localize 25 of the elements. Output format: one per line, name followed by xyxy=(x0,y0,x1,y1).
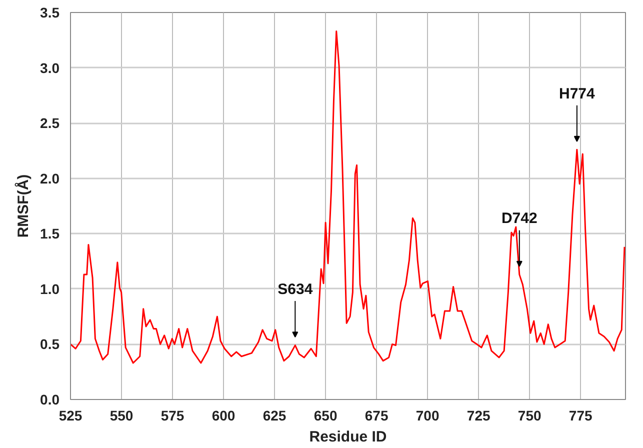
y-tick-label: 1.0 xyxy=(40,280,60,297)
y-tick-label: 0.0 xyxy=(40,392,60,408)
x-tick-label: 750 xyxy=(518,408,542,424)
x-tick-label: 725 xyxy=(466,408,490,424)
x-tick-label: 600 xyxy=(212,408,236,424)
annotation: D742 xyxy=(501,210,538,228)
y-tick-label: 2.5 xyxy=(40,115,60,132)
line-series xyxy=(70,30,626,364)
x-tick-label: 700 xyxy=(416,408,440,424)
annotation: H774 xyxy=(559,85,596,102)
annotation: S634 xyxy=(278,280,314,298)
y-tick-label: 2.0 xyxy=(40,170,60,186)
y-tick-label: 3.0 xyxy=(40,60,60,76)
x-axis-title: Residue ID xyxy=(309,428,387,446)
x-tick-label: 525 xyxy=(58,408,82,424)
y-tick-label: 1.5 xyxy=(40,226,60,242)
y-tick-label: 3.5 xyxy=(40,4,60,20)
x-tick-label: 650 xyxy=(314,408,338,424)
x-tick-label: 625 xyxy=(262,408,286,424)
x-tick-label: 575 xyxy=(160,408,184,424)
y-tick-label: 0.5 xyxy=(40,336,60,352)
x-tick-label: 550 xyxy=(110,408,134,424)
x-tick-label: 775 xyxy=(568,408,593,424)
x-tick-label: 675 xyxy=(364,408,388,424)
y-axis-title: RMSF(Å) xyxy=(14,174,32,238)
